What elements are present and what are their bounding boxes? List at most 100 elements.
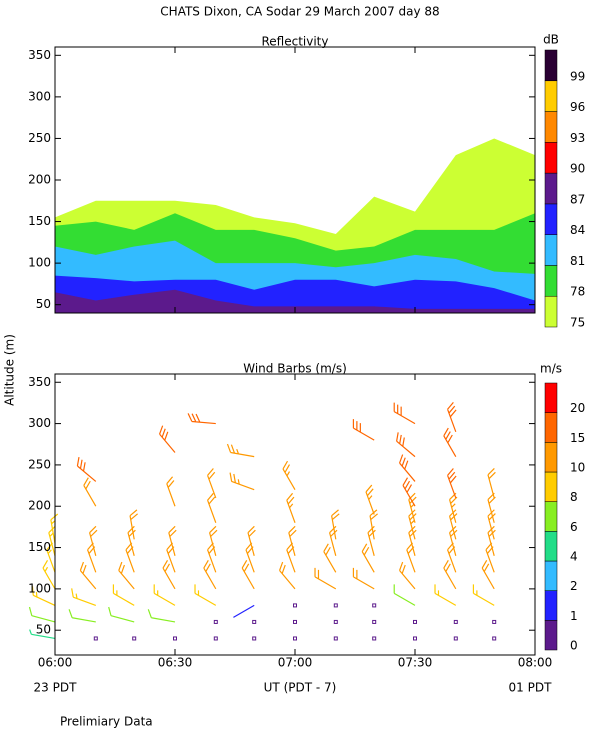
wind-barb xyxy=(279,561,296,590)
colorbar-label: 15 xyxy=(570,431,585,445)
colorbar-title: m/s xyxy=(540,362,562,376)
wind-barb xyxy=(352,419,375,441)
wind-barb xyxy=(447,402,457,433)
colorbar-label: 2 xyxy=(570,579,578,593)
colorbar-box xyxy=(544,80,558,112)
colorbar-label: 99 xyxy=(570,69,585,83)
y-tick-label: 50 xyxy=(36,297,51,311)
calm-marker xyxy=(372,603,377,608)
calm-marker xyxy=(372,636,377,641)
colorbar-label: 78 xyxy=(570,285,585,299)
wind-barb xyxy=(361,543,375,573)
x-note: 23 PDT xyxy=(34,681,78,695)
wind-barb xyxy=(207,542,217,573)
wind-barb xyxy=(108,606,135,623)
y-tick-label: 350 xyxy=(28,375,51,389)
colorbar-label: 93 xyxy=(570,131,585,145)
calm-marker xyxy=(492,636,497,641)
wind-barb xyxy=(129,509,139,540)
wind-barb xyxy=(485,542,495,573)
calm-marker xyxy=(293,603,297,608)
wind-barb xyxy=(402,477,416,507)
wind-barb xyxy=(68,609,96,623)
calm-marker xyxy=(293,619,297,624)
colorbar-box xyxy=(544,203,558,235)
wind-barb xyxy=(166,476,176,507)
colorbar-box xyxy=(544,49,558,82)
colorbar-box xyxy=(544,234,558,266)
panel-title: Wind Barbs (m/s) xyxy=(243,362,347,376)
x-tick-label: 07:30 xyxy=(398,656,433,670)
x-note: 01 PDT xyxy=(509,681,553,695)
y-axis-label: Altitude (m) xyxy=(3,334,17,406)
wind-barb xyxy=(31,586,56,606)
wind-barb xyxy=(449,492,458,523)
y-tick-label: 300 xyxy=(28,416,51,430)
wind-barb xyxy=(112,584,135,606)
wind-barb xyxy=(314,567,337,590)
y-tick-label: 300 xyxy=(28,89,51,103)
wind-barb xyxy=(323,543,337,573)
wind-barb xyxy=(367,525,376,556)
wind-barb xyxy=(42,560,56,590)
calm-marker xyxy=(333,619,338,624)
x-tick-label: 06:30 xyxy=(158,656,193,670)
calm-marker xyxy=(413,619,417,624)
wind-barb xyxy=(168,525,177,556)
wind-barb xyxy=(447,542,457,573)
colorbar-box xyxy=(544,111,558,143)
colorbar-label: 8 xyxy=(570,490,578,504)
wind-barb xyxy=(207,468,217,499)
colorbar-box xyxy=(544,620,558,651)
wind-barb xyxy=(352,567,375,590)
y-tick-label: 250 xyxy=(28,131,51,145)
wind-barb xyxy=(408,492,417,523)
wind-barb xyxy=(83,477,97,507)
wind-barb xyxy=(406,542,416,573)
colorbar-label: 81 xyxy=(570,254,585,268)
wind-barb xyxy=(443,560,457,590)
calm-marker xyxy=(372,619,377,624)
footer-note: Prelimiary Data xyxy=(60,715,153,729)
wind-barb xyxy=(50,513,59,544)
y-tick-label: 350 xyxy=(28,48,51,62)
wind-barb xyxy=(28,606,56,623)
wind-barb xyxy=(159,425,176,453)
wind-barb xyxy=(207,492,217,523)
y-tick-label: 200 xyxy=(28,173,51,187)
wind-barb xyxy=(472,584,495,606)
wind-barb xyxy=(247,525,256,556)
wind-barb xyxy=(286,542,296,573)
colorbar-box xyxy=(544,412,558,443)
calm-marker xyxy=(293,636,297,641)
wind-barb xyxy=(229,472,255,491)
colorbar-label: 10 xyxy=(570,461,585,475)
calm-marker xyxy=(492,619,497,624)
plot-frame xyxy=(54,373,536,656)
wind-barb xyxy=(162,560,176,590)
x-tick-label: 07:00 xyxy=(278,656,313,670)
colorbar-box xyxy=(544,382,558,413)
wind-barb xyxy=(399,454,416,482)
wind-barb xyxy=(481,560,495,590)
wind-barb xyxy=(226,443,255,458)
calm-marker xyxy=(453,619,458,624)
wind-barb xyxy=(241,560,255,590)
calm-marker xyxy=(333,603,338,608)
colorbar-box xyxy=(544,265,558,297)
wind-barb xyxy=(399,561,416,590)
y-tick-label: 150 xyxy=(28,540,51,554)
y-tick-label: 100 xyxy=(28,256,51,270)
wind-barb xyxy=(443,427,457,457)
y-tick-label: 150 xyxy=(28,214,51,228)
x-tick-label: 06:00 xyxy=(38,656,73,670)
wind-barb xyxy=(147,609,176,623)
wind-barb xyxy=(89,525,98,556)
colorbar-title: dB xyxy=(543,33,559,47)
y-tick-label: 100 xyxy=(28,581,51,595)
calm-marker xyxy=(93,636,98,641)
wind-barb xyxy=(153,584,176,606)
colorbar-box xyxy=(544,142,558,174)
panel-title: Reflectivity xyxy=(261,35,328,49)
colorbar-box xyxy=(544,501,558,532)
